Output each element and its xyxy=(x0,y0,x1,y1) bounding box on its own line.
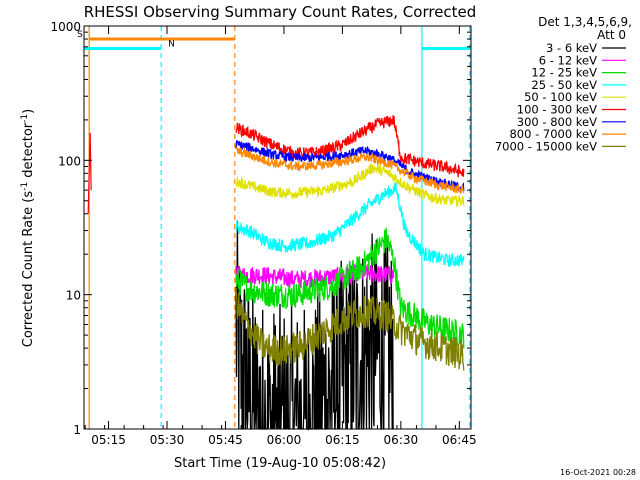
y-axis-label-sup1: -1 xyxy=(20,182,30,191)
flag-label-S: S xyxy=(77,30,83,40)
x-tick-label: 05:15 xyxy=(91,433,126,447)
y-axis-label-mid: detector xyxy=(21,122,36,182)
series-line-4 xyxy=(235,182,465,267)
legend-subtitle: Att 0 xyxy=(597,28,626,42)
series-line-3 xyxy=(235,227,465,349)
chart-title: RHESSI Observing Summary Count Rates, Co… xyxy=(84,3,477,21)
y-axis-label-main: Corrected Count Rate (s xyxy=(21,191,36,348)
legend-label-6: 100 - 300 keV xyxy=(517,103,597,117)
x-tick-label: 05:45 xyxy=(208,433,243,447)
y-axis-label-sup2: -1 xyxy=(20,114,30,123)
series-line-5 xyxy=(235,163,465,208)
footer-timestamp: 16-Oct-2021 00:28 xyxy=(560,468,636,477)
y-tick-label: 1000 xyxy=(50,20,81,34)
y-axis: 1 10 100 1000 xyxy=(50,20,471,437)
x-tick-label: 05:30 xyxy=(150,433,185,447)
legend-label-1: 3 - 6 keV xyxy=(546,41,597,55)
y-axis-label: Corrected Count Rate (s-1 detector-1) xyxy=(20,109,36,347)
y-tick-label: 100 xyxy=(58,154,81,168)
legend-label-9: 7000 - 15000 keV xyxy=(495,139,597,153)
flag-label-N: N xyxy=(168,39,175,49)
early-spike xyxy=(87,132,92,214)
x-tick-label: 06:15 xyxy=(325,433,360,447)
legend-label-7: 300 - 800 keV xyxy=(517,115,597,129)
x-tick-label: 06:00 xyxy=(267,433,302,447)
plot-frame xyxy=(83,25,472,430)
y-tick-label: 10 xyxy=(66,289,81,303)
series-line-9 xyxy=(235,287,465,371)
x-tick-label: 06:45 xyxy=(442,433,477,447)
x-axis-label: Start Time (19-Aug-10 05:08:42) xyxy=(174,456,386,471)
series-line-1 xyxy=(235,220,394,432)
legend-label-2: 6 - 12 keV xyxy=(539,53,597,67)
legend-label-5: 50 - 100 keV xyxy=(524,90,597,104)
legend-title: Det 1,3,4,5,6,9, xyxy=(538,15,632,29)
series-line-6 xyxy=(235,115,465,178)
legend-label-3: 12 - 25 keV xyxy=(531,66,597,80)
y-axis-label-end: ) xyxy=(21,109,36,114)
y-tick-label: 1 xyxy=(73,423,81,437)
series-line-8 xyxy=(235,146,465,195)
legend-label-8: 800 - 7000 keV xyxy=(509,127,597,141)
plot-area: SN xyxy=(77,26,471,432)
legend-label-4: 25 - 50 keV xyxy=(531,78,597,92)
x-axis: 05:15 05:30 05:45 06:00 06:15 06:30 06:45 xyxy=(84,26,477,447)
x-tick-label: 06:30 xyxy=(384,433,419,447)
